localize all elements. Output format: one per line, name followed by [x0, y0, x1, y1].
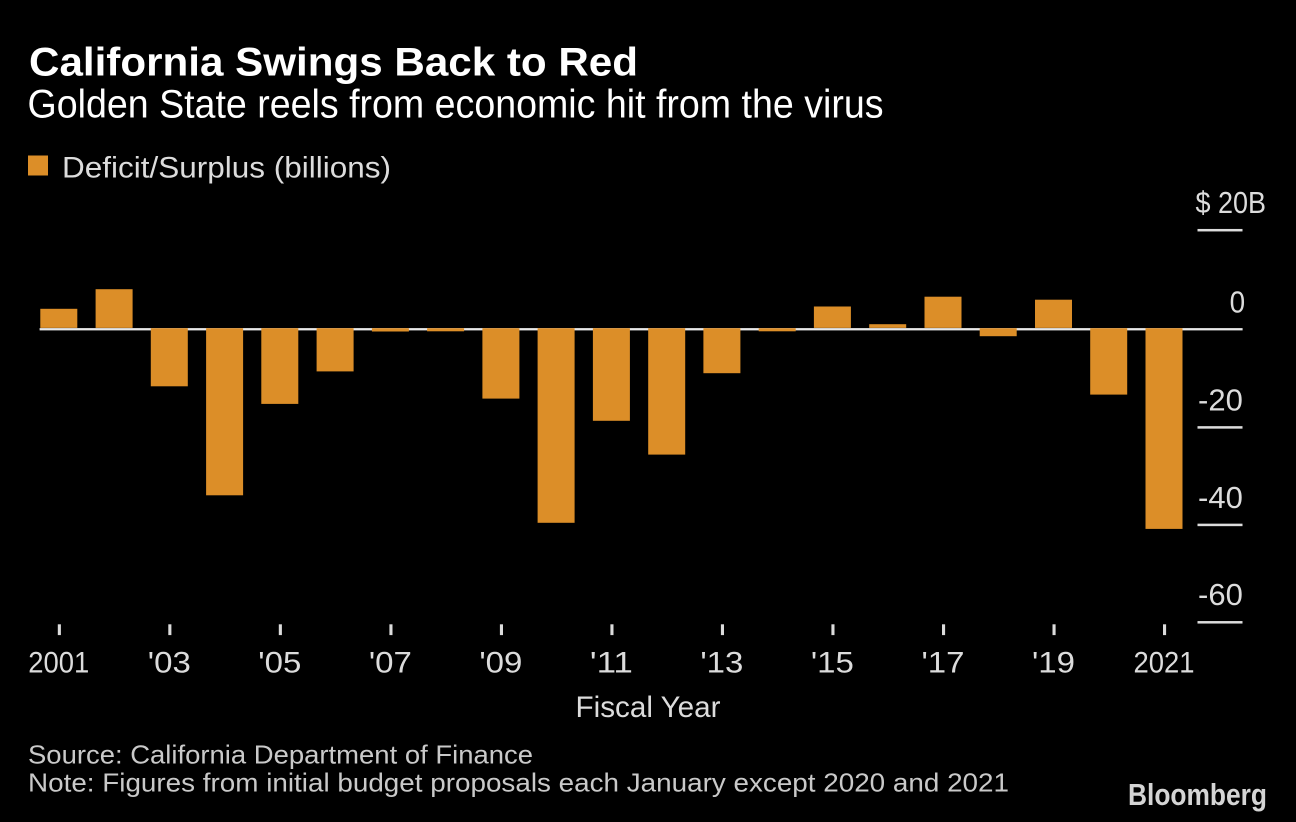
svg-text:'19: '19 [1032, 647, 1075, 680]
svg-text:0: 0 [1230, 285, 1246, 320]
svg-text:2021: 2021 [1134, 647, 1195, 680]
svg-text:'09: '09 [479, 647, 522, 680]
svg-text:-60: -60 [1198, 577, 1243, 612]
svg-text:'11: '11 [590, 647, 633, 680]
svg-text:-40: -40 [1198, 480, 1243, 515]
svg-text:Fiscal Year: Fiscal Year [576, 691, 721, 724]
svg-text:'17: '17 [922, 647, 965, 680]
svg-text:$ 20B: $ 20B [1196, 185, 1267, 220]
svg-text:Bloomberg: Bloomberg [1128, 777, 1267, 812]
svg-text:Source: California Department: Source: California Department of Finance [28, 739, 533, 769]
svg-text:2001: 2001 [28, 647, 89, 680]
svg-text:-20: -20 [1198, 382, 1243, 417]
svg-text:'03: '03 [148, 647, 191, 680]
svg-text:'05: '05 [258, 647, 301, 680]
svg-text:California Swings Back to Red: California Swings Back to Red [29, 41, 638, 85]
svg-text:'07: '07 [369, 647, 412, 680]
svg-text:Note: Figures from initial bud: Note: Figures from initial budget propos… [28, 767, 1009, 797]
svg-text:Golden State reels from econom: Golden State reels from economic hit fro… [28, 83, 884, 127]
svg-text:'15: '15 [811, 647, 854, 680]
svg-text:'13: '13 [700, 647, 743, 680]
svg-text:Deficit/Surplus (billions): Deficit/Surplus (billions) [62, 151, 391, 184]
